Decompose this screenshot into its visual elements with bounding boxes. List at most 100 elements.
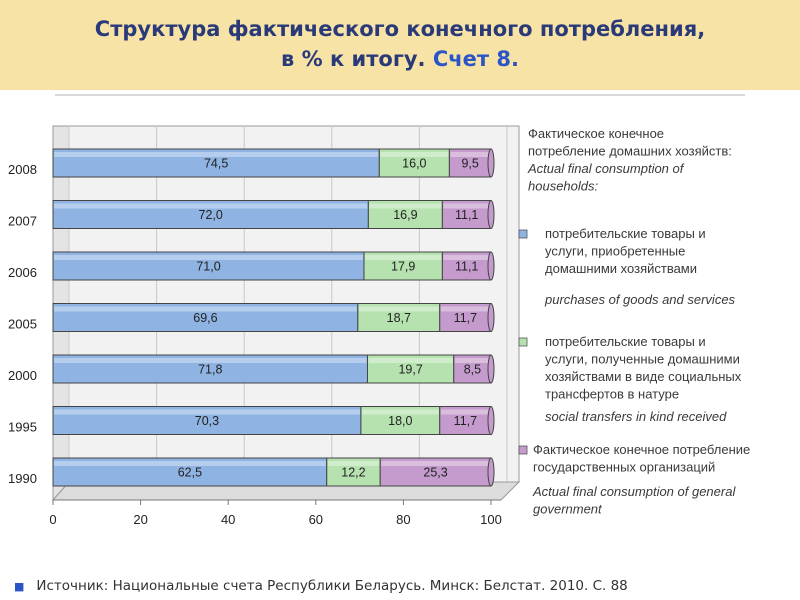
bar-segment	[52, 457, 328, 487]
bar-segment	[439, 406, 492, 435]
legend-item-label-en: social transfers in kind received	[545, 409, 727, 424]
title-banner	[0, 0, 800, 90]
bar-end-cap	[487, 303, 495, 332]
bar-segment	[441, 251, 492, 281]
legend: Фактическое конечное потребление домашних…	[518, 126, 750, 517]
bar-highlight	[54, 358, 367, 363]
legend-heading-en: households:	[528, 179, 598, 194]
source-text: Источник: Национальные счета Республики …	[36, 578, 628, 594]
bar-highlight	[54, 203, 368, 209]
data-label: 16,0	[402, 157, 426, 171]
bar-segment	[378, 148, 450, 178]
x-tick-label: 100	[480, 512, 502, 527]
bar-highlight	[369, 203, 442, 209]
bar-highlight	[368, 358, 453, 363]
y-tick-label: 2007	[8, 214, 37, 229]
data-label: 11,7	[454, 311, 477, 325]
legend-item-label: трансфертов в натуре	[545, 387, 679, 402]
bar-segment	[448, 148, 492, 178]
bar-end-cap	[487, 200, 495, 229]
legend-item-label-en: purchases of goods and services	[544, 292, 736, 307]
bar-highlight	[54, 461, 326, 466]
bar-segment	[360, 406, 441, 435]
legend-swatch	[518, 337, 528, 347]
bar-highlight	[364, 255, 442, 260]
data-label: 69,6	[193, 311, 217, 325]
data-label: 71,0	[196, 260, 220, 274]
bar-segment	[52, 406, 362, 435]
bar-end-cap	[487, 251, 495, 281]
title-line-2-main: в % к итогу.	[281, 47, 426, 71]
data-label: 11,1	[455, 208, 478, 222]
stacked-bar-chart: 74,5 16,0 9,5 72,0 16,9 11,1 71,0 17,9 11,1 69,6 1…	[8, 125, 750, 527]
bar-segment	[366, 354, 455, 384]
legend-item-label-en: Actual final consumption of general	[532, 484, 736, 499]
bar-highlight	[440, 306, 490, 312]
x-tick-label: 80	[396, 512, 410, 527]
data-label: 17,9	[391, 260, 415, 274]
bar-highlight	[450, 152, 490, 157]
bar-segment	[52, 354, 368, 384]
bar-highlight	[380, 152, 449, 157]
data-label: 18,0	[388, 414, 412, 428]
data-label: 72,0	[199, 208, 223, 222]
data-label: 11,7	[454, 414, 477, 428]
bar-highlight	[443, 203, 490, 209]
legend-heading-en: Actual final consumption of	[527, 161, 685, 176]
bar-end-cap	[487, 354, 495, 384]
legend-item-label: услуги, полученные домашними	[545, 352, 740, 367]
legend-heading: Фактическое конечное	[528, 126, 664, 141]
page-title: Структура фактического конечного потребл…	[0, 14, 800, 74]
bar-segment	[453, 354, 492, 384]
bar-highlight	[54, 152, 379, 157]
x-tick-label: 60	[309, 512, 323, 527]
data-label: 19,7	[398, 363, 422, 377]
legend-swatch	[518, 445, 528, 455]
bar-highlight	[440, 409, 490, 415]
bar-highlight	[361, 409, 439, 415]
y-tick-label: 2005	[8, 317, 37, 332]
bar-highlight	[54, 409, 360, 415]
y-tick-label: 2000	[8, 368, 37, 383]
y-tick-label: 2006	[8, 265, 37, 280]
bars-group: 74,5 16,0 9,5 72,0 16,9 11,1 71,0 17,9 11,1 69,6 1…	[52, 148, 495, 487]
bar-segment	[52, 200, 369, 229]
data-label: 8,5	[464, 363, 481, 377]
bar-segment	[441, 200, 492, 229]
x-tick-label: 40	[221, 512, 235, 527]
data-label: 9,5	[461, 157, 478, 171]
legend-item-label: хозяйствами в виде социальных	[545, 369, 742, 384]
legend-heading: потребление домашних хозяйств:	[528, 144, 732, 159]
legend-item-label: Фактическое конечное потребление	[533, 442, 750, 457]
legend-swatch	[518, 229, 528, 239]
source-note: ■ Источник: Национальные счета Республики…	[14, 578, 628, 594]
legend-item-label: потребительские товары и	[545, 334, 706, 349]
bar-highlight	[443, 255, 490, 260]
title-divider	[55, 94, 745, 96]
data-label: 11,1	[455, 260, 478, 274]
bar-end-cap	[487, 148, 495, 178]
bar-segment	[52, 303, 359, 332]
bar-segment	[379, 457, 492, 487]
x-axis: 0 20 40 60 80 100	[49, 500, 502, 527]
y-tick-label: 1990	[8, 471, 37, 486]
data-label: 74,5	[204, 157, 228, 171]
bar-highlight	[454, 358, 490, 363]
bar-segment	[367, 200, 443, 229]
bar-segment	[52, 251, 365, 281]
data-label: 70,3	[195, 414, 219, 428]
bar-segment	[363, 251, 443, 281]
x-tick-label: 20	[133, 512, 147, 527]
bar-highlight	[358, 306, 439, 312]
legend-item-label: потребительские товары и	[545, 226, 706, 241]
bar-highlight	[54, 306, 357, 312]
title-line-1: Структура фактического конечного потребл…	[94, 17, 706, 41]
data-label: 71,8	[198, 363, 222, 377]
bar-end-cap	[487, 457, 495, 487]
data-label: 12,2	[341, 466, 365, 480]
y-tick-label: 1995	[8, 420, 37, 435]
data-label: 18,7	[387, 311, 411, 325]
y-tick-label: 2008	[8, 162, 37, 177]
bar-highlight	[54, 255, 363, 260]
bullet-icon: ■	[14, 580, 25, 593]
